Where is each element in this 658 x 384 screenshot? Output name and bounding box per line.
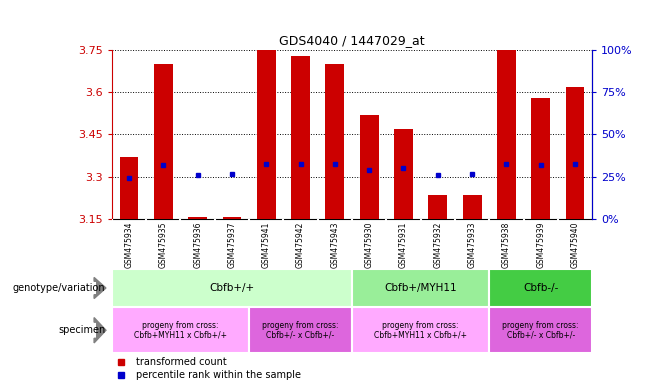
Bar [188,217,207,219]
Text: progeny from cross:
Cbfb+/- x Cbfb+/-: progeny from cross: Cbfb+/- x Cbfb+/- [503,321,579,340]
Text: GSM475939: GSM475939 [536,221,545,268]
FancyArrow shape [94,277,106,299]
Bar [352,307,490,353]
Bar [490,269,592,307]
Text: genotype/variation: genotype/variation [13,283,105,293]
Bar [249,307,352,353]
Text: GSM475930: GSM475930 [365,221,374,268]
Text: percentile rank within the sample: percentile rank within the sample [136,371,301,381]
Bar [222,217,241,219]
FancyArrow shape [94,318,106,343]
Bar [566,86,584,219]
Bar [463,195,482,219]
Bar [352,269,490,307]
Text: GSM475932: GSM475932 [434,221,442,268]
Text: GSM475937: GSM475937 [228,221,236,268]
Text: GSM475933: GSM475933 [468,221,476,268]
Bar [291,56,310,219]
Bar [360,115,378,219]
Text: Cbfb+/MYH11: Cbfb+/MYH11 [384,283,457,293]
Text: GSM475934: GSM475934 [124,221,134,268]
Bar [490,307,592,353]
Text: Cbfb+/+: Cbfb+/+ [209,283,255,293]
Text: Cbfb-/-: Cbfb-/- [523,283,559,293]
Bar [112,269,352,307]
Text: GSM475935: GSM475935 [159,221,168,268]
Text: GSM475942: GSM475942 [296,221,305,268]
Text: progeny from cross:
Cbfb+MYH11 x Cbfb+/+: progeny from cross: Cbfb+MYH11 x Cbfb+/+ [134,321,227,340]
Bar [497,50,516,219]
Text: GSM475943: GSM475943 [330,221,340,268]
Bar [257,50,276,219]
Text: GSM475931: GSM475931 [399,221,408,268]
Bar [154,64,173,219]
Text: GSM475941: GSM475941 [262,221,270,268]
Text: progeny from cross:
Cbfb+MYH11 x Cbfb+/+: progeny from cross: Cbfb+MYH11 x Cbfb+/+ [374,321,467,340]
Bar [112,307,249,353]
Bar [428,195,447,219]
Bar [531,98,550,219]
Text: specimen: specimen [58,325,105,335]
Bar [326,64,344,219]
Title: GDS4040 / 1447029_at: GDS4040 / 1447029_at [279,34,425,47]
Text: GSM475936: GSM475936 [193,221,202,268]
Text: transformed count: transformed count [136,357,226,367]
Text: GSM475940: GSM475940 [570,221,580,268]
Text: progeny from cross:
Cbfb+/- x Cbfb+/-: progeny from cross: Cbfb+/- x Cbfb+/- [263,321,339,340]
Text: GSM475938: GSM475938 [502,221,511,268]
Bar [120,157,138,219]
Bar [394,129,413,219]
